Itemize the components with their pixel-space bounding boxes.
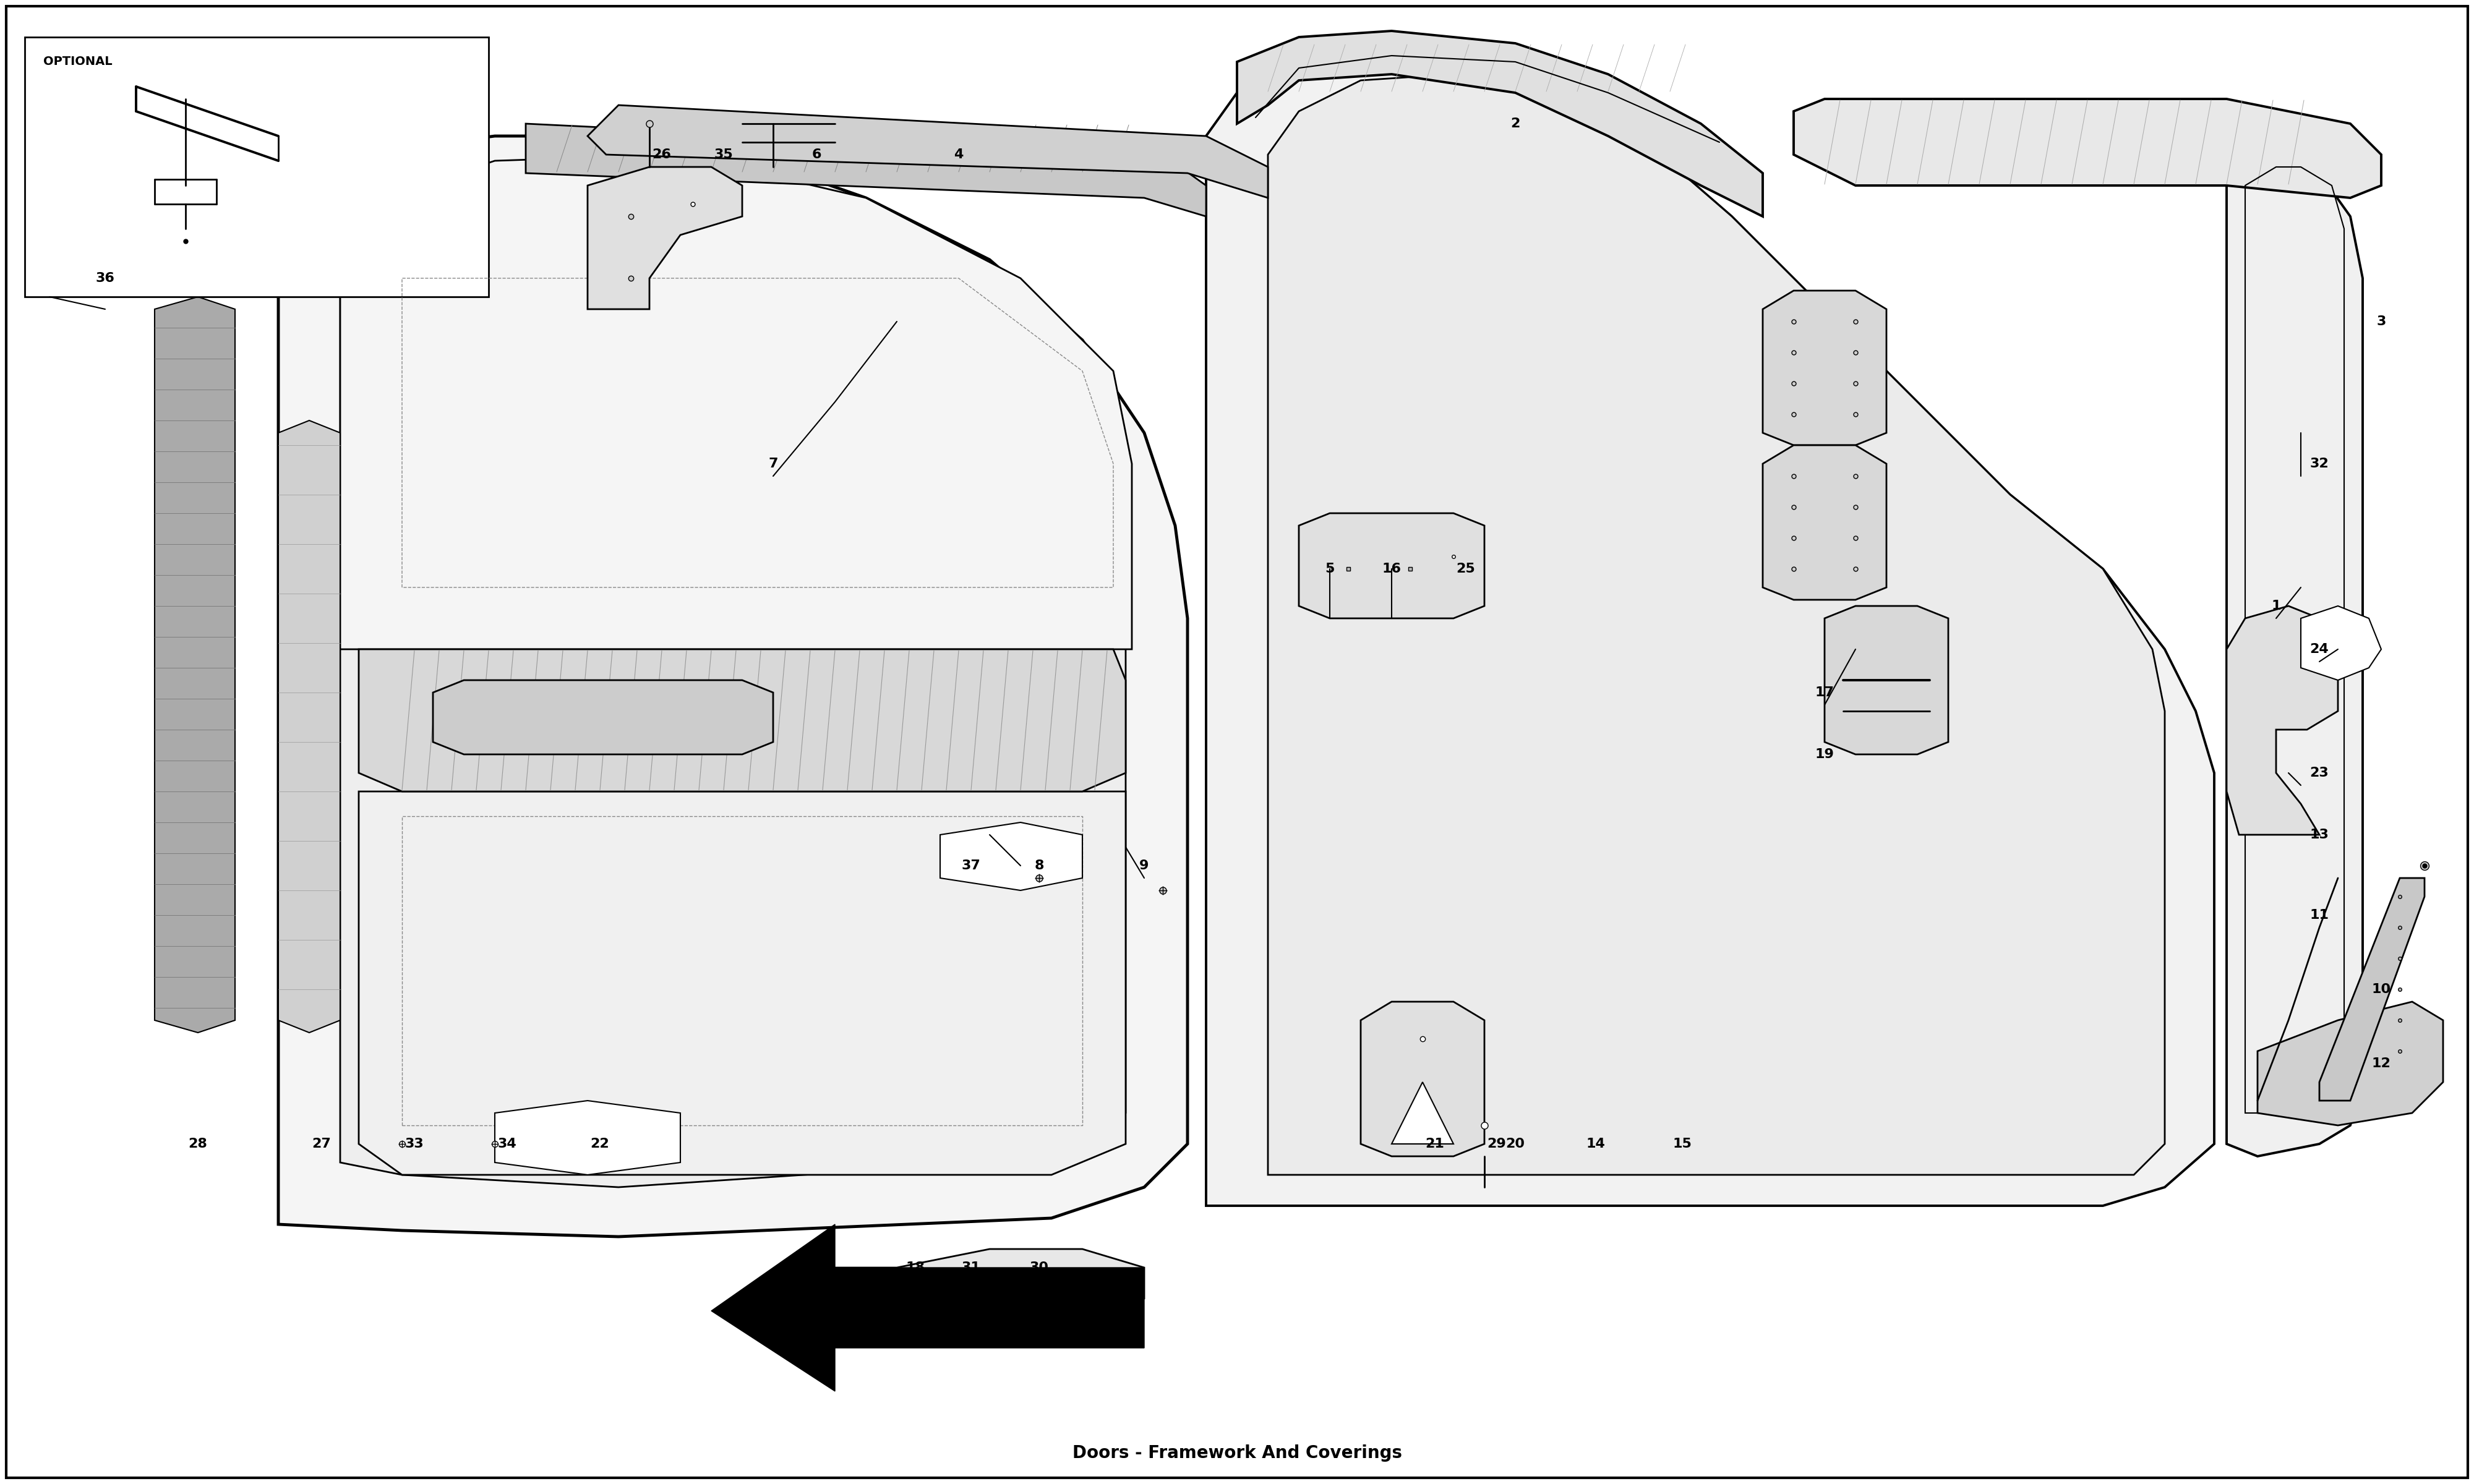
Polygon shape [1267, 74, 2165, 1175]
Text: 11: 11 [2311, 908, 2328, 922]
Polygon shape [495, 1101, 680, 1175]
Polygon shape [2301, 605, 2380, 680]
Polygon shape [2321, 879, 2425, 1101]
Polygon shape [1794, 99, 2380, 197]
Polygon shape [1207, 49, 2214, 1205]
Text: 25: 25 [1457, 562, 1475, 574]
Text: 24: 24 [2311, 643, 2328, 656]
Polygon shape [1761, 291, 1888, 445]
Text: 30: 30 [1029, 1261, 1049, 1273]
Polygon shape [1390, 1082, 1455, 1144]
Text: 20: 20 [1507, 1138, 1524, 1150]
Text: 12: 12 [2373, 1057, 2390, 1070]
Text: 34: 34 [497, 1138, 517, 1150]
Text: 28: 28 [188, 1138, 208, 1150]
Text: Doors - Framework And Coverings: Doors - Framework And Coverings [1071, 1444, 1403, 1462]
Text: 5: 5 [1326, 562, 1333, 574]
Polygon shape [1826, 605, 1950, 754]
Polygon shape [433, 680, 772, 754]
Polygon shape [589, 166, 742, 309]
Text: 32: 32 [2311, 457, 2328, 470]
Polygon shape [589, 105, 1267, 197]
Text: 10: 10 [2373, 982, 2390, 996]
Polygon shape [341, 160, 1126, 1187]
Text: 13: 13 [2311, 828, 2328, 841]
Text: 4: 4 [955, 148, 962, 160]
FancyBboxPatch shape [25, 37, 490, 297]
Polygon shape [277, 137, 1188, 1236]
Polygon shape [2227, 154, 2363, 1156]
Text: 19: 19 [1816, 748, 1833, 760]
Polygon shape [1761, 445, 1888, 600]
Text: 27: 27 [312, 1138, 332, 1150]
Text: 23: 23 [2311, 767, 2328, 779]
Polygon shape [524, 123, 1207, 217]
Polygon shape [836, 1250, 1143, 1310]
Text: 7: 7 [769, 457, 777, 470]
Text: 36: 36 [96, 272, 114, 285]
Polygon shape [2256, 1002, 2444, 1125]
Text: 14: 14 [1586, 1138, 1606, 1150]
Text: 21: 21 [1425, 1138, 1445, 1150]
Text: 18: 18 [905, 1261, 925, 1273]
Polygon shape [277, 420, 341, 1033]
Polygon shape [1361, 1002, 1484, 1156]
Text: 35: 35 [715, 148, 732, 160]
Text: 1: 1 [2271, 600, 2281, 611]
Text: 16: 16 [1383, 562, 1400, 574]
Text: 22: 22 [591, 1138, 609, 1150]
Polygon shape [341, 154, 1133, 650]
Text: 31: 31 [962, 1261, 980, 1273]
Text: 29: 29 [1487, 1138, 1507, 1150]
Text: 3: 3 [2378, 315, 2385, 328]
Text: 37: 37 [962, 859, 980, 871]
Polygon shape [359, 650, 1126, 791]
Text: 6: 6 [811, 148, 821, 160]
Text: 2: 2 [1512, 117, 1519, 129]
Polygon shape [713, 1224, 1143, 1392]
Polygon shape [1237, 31, 1761, 217]
Polygon shape [359, 791, 1126, 1175]
Polygon shape [2227, 605, 2338, 834]
Text: 15: 15 [1672, 1138, 1692, 1150]
Polygon shape [1299, 513, 1484, 619]
Text: OPTIONAL: OPTIONAL [45, 55, 111, 67]
Text: 33: 33 [406, 1138, 423, 1150]
Polygon shape [940, 822, 1084, 890]
Text: 26: 26 [653, 148, 670, 160]
Text: 8: 8 [1034, 859, 1044, 871]
Polygon shape [153, 297, 235, 1033]
Text: 17: 17 [1816, 686, 1833, 699]
Text: 9: 9 [1141, 859, 1148, 871]
